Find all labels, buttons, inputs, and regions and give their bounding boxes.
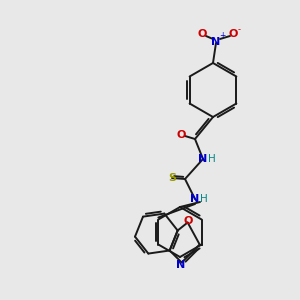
Text: S: S <box>168 173 176 183</box>
Text: N: N <box>198 154 208 164</box>
Text: O: O <box>197 29 207 39</box>
Text: H: H <box>208 154 216 164</box>
Text: H: H <box>200 194 208 204</box>
Text: N: N <box>190 194 200 204</box>
Text: -: - <box>238 26 241 34</box>
Text: O: O <box>176 130 186 140</box>
Text: O: O <box>228 29 238 39</box>
Text: N: N <box>176 260 185 269</box>
Text: O: O <box>184 215 193 226</box>
Text: +: + <box>219 32 225 40</box>
Text: N: N <box>212 37 220 47</box>
